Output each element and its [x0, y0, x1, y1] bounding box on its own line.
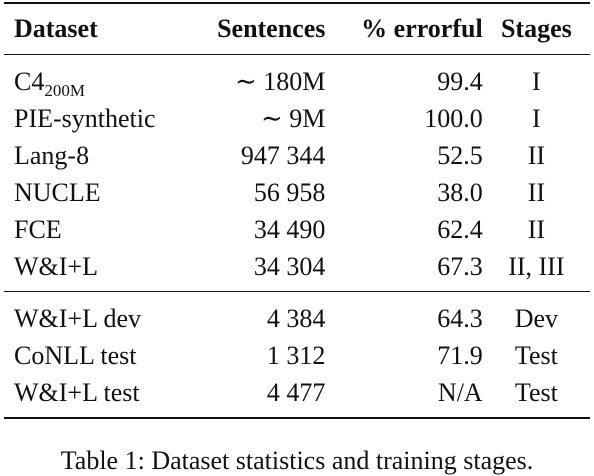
header-errorful: % errorful [361, 14, 483, 43]
header-dataset: Dataset [14, 14, 98, 43]
dataset-subscript: 200M [44, 80, 85, 100]
eval-rows: W&I+L dev 4 384 64.3 Dev CoNLL test 1 31… [4, 291, 590, 418]
dataset-name: C4 [14, 66, 45, 96]
cell-stages: Test [514, 377, 558, 407]
table-row: PIE-synthetic ∼ 9M 100.0 I [4, 100, 590, 137]
cell-dataset: W&I+L test [14, 377, 140, 407]
cell-stages: Test [514, 340, 558, 370]
dataset-statistics-table: Dataset Sentences % errorful Stages C420… [4, 2, 590, 419]
table-header-row: Dataset Sentences % errorful Stages [4, 3, 590, 55]
cell-errorful: 64.3 [437, 303, 483, 333]
cell-dataset: NUCLE [14, 177, 101, 207]
header-sentences: Sentences [217, 14, 326, 43]
train-rows: C4200M ∼ 180M 99.4 I PIE-synthetic ∼ 9M … [4, 54, 590, 292]
cell-sentences: ∼ 9M [260, 103, 326, 133]
cell-dataset: CoNLL test [14, 340, 137, 370]
cell-errorful: 99.4 [437, 66, 483, 96]
cell-errorful: 38.0 [437, 177, 483, 207]
table-row: CoNLL test 1 312 71.9 Test [4, 337, 590, 374]
dataset-statistics-table-container: Dataset Sentences % errorful Stages C420… [4, 2, 590, 419]
cell-stages: II, III [508, 251, 565, 281]
table-caption: Table 1: Dataset statistics and training… [60, 446, 534, 475]
cell-errorful: 71.9 [437, 340, 483, 370]
cell-dataset: W&I+L dev [14, 303, 142, 333]
cell-sentences: 4 477 [266, 377, 326, 407]
table-row: W&I+L test 4 477 N/A Test [4, 374, 590, 418]
cell-dataset: PIE-synthetic [14, 103, 156, 133]
cell-dataset: C4200M [4, 55, 188, 101]
header-stages: Stages [500, 14, 572, 43]
cell-dataset: Lang-8 [14, 140, 90, 170]
cell-sentences: 34 490 [253, 214, 326, 244]
table-row: NUCLE 56 958 38.0 II [4, 174, 590, 211]
cell-stages: I [532, 103, 541, 133]
cell-errorful: 67.3 [437, 251, 483, 281]
cell-stages: Dev [514, 303, 559, 333]
cell-errorful: N/A [437, 377, 483, 407]
cell-stages: II [527, 214, 546, 244]
cell-sentences: 56 958 [253, 177, 326, 207]
cell-dataset: FCE [14, 214, 62, 244]
cell-sentences: 4 384 [266, 303, 326, 333]
cell-errorful: 100.0 [424, 103, 483, 133]
cell-errorful: 52.5 [437, 140, 483, 170]
table-row: C4200M ∼ 180M 99.4 I [4, 54, 590, 101]
table-row: Lang-8 947 344 52.5 II [4, 137, 590, 174]
cell-dataset: W&I+L [14, 251, 98, 281]
table-row: FCE 34 490 62.4 II [4, 211, 590, 248]
cell-stages: II [527, 177, 546, 207]
cell-sentences: 1 312 [266, 340, 326, 370]
cell-sentences: 34 304 [253, 251, 326, 281]
cell-sentences: 947 344 [240, 140, 326, 170]
cell-sentences: ∼ 180M [234, 66, 326, 96]
table-row: W&I+L dev 4 384 64.3 Dev [4, 291, 590, 338]
table-row: W&I+L 34 304 67.3 II, III [4, 248, 590, 292]
cell-errorful: 62.4 [437, 214, 483, 244]
cell-stages: I [532, 66, 541, 96]
cell-stages: II [527, 140, 546, 170]
